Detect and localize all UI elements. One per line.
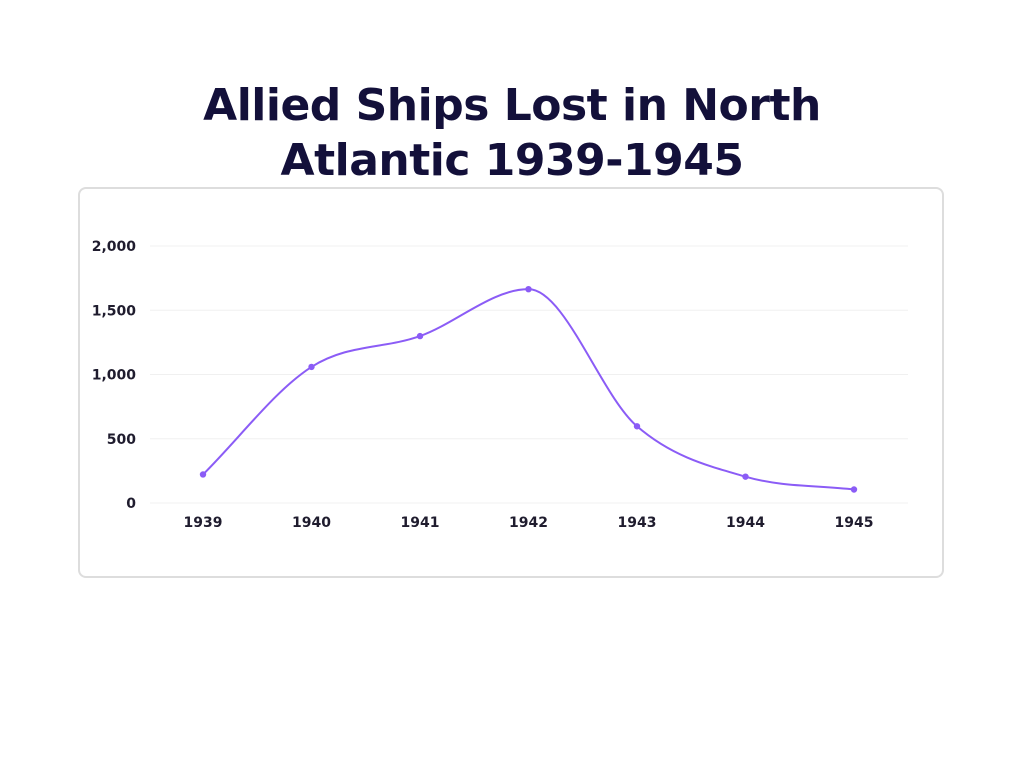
data-point [199,471,207,478]
y-tick-label: 0 [126,496,136,512]
grid-lines [150,245,908,504]
x-tick-label: 1943 [618,515,657,531]
x-tick-label: 1940 [292,515,331,531]
series-line [202,288,855,491]
x-axis-labels: 1939 1940 1941 1942 1943 1944 1945 [184,515,874,531]
x-tick-label: 1939 [184,515,223,531]
data-point [525,285,532,293]
chart-card [78,187,944,578]
y-tick-label: 1,500 [92,303,137,319]
data-points [199,285,858,493]
x-tick-label: 1942 [509,515,548,531]
data-point [850,486,858,493]
y-tick-label: 500 [107,432,136,448]
data-point [416,332,424,340]
chart-title: Allied Ships Lost in North Atlantic 1939… [203,80,821,186]
x-tick-label: 1944 [726,515,765,531]
y-tick-label: 2,000 [92,239,137,255]
data-point [742,473,749,480]
x-tick-label: 1941 [401,515,440,531]
data-point [633,423,641,430]
x-tick-label: 1945 [835,515,874,531]
data-point [308,363,315,371]
y-tick-label: 1,000 [92,368,137,384]
y-axis-labels: 0 500 1,000 1,500 2,000 [92,239,137,512]
